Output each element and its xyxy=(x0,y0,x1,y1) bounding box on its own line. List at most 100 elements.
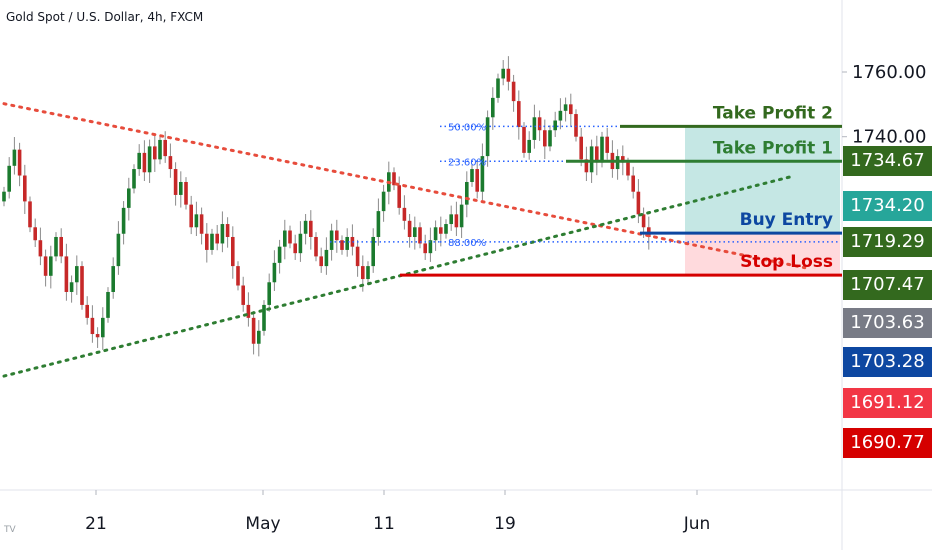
loss-zone xyxy=(685,233,840,276)
candle-body xyxy=(595,146,599,163)
candle-body xyxy=(459,204,464,228)
candle-body xyxy=(33,227,37,241)
candle-body xyxy=(309,220,313,237)
fib-level-label: 88.00% xyxy=(448,238,486,249)
candle-body xyxy=(506,68,511,82)
candle-body xyxy=(433,227,438,241)
candle-body xyxy=(444,224,448,234)
candle-body xyxy=(397,185,401,208)
candle-body xyxy=(636,191,641,215)
candle-body xyxy=(537,117,542,131)
candle-body xyxy=(12,149,17,166)
candle-body xyxy=(329,230,334,250)
candle-body xyxy=(621,156,625,163)
candle-body xyxy=(2,191,6,202)
resistance-trendline[interactable] xyxy=(2,102,807,270)
price-box: 1734.20 xyxy=(843,191,932,221)
x-tick-label: May xyxy=(245,514,280,534)
candle-body xyxy=(75,266,79,283)
candle-body xyxy=(95,334,100,338)
candle-body xyxy=(496,78,500,98)
candle-body xyxy=(558,110,563,121)
candle-body xyxy=(111,266,115,292)
candle-body xyxy=(345,236,349,250)
candle-body xyxy=(210,233,214,250)
candle-body xyxy=(314,236,318,257)
x-tick-label: 21 xyxy=(85,514,107,534)
candle-body xyxy=(127,188,131,208)
candle-body xyxy=(288,230,292,244)
candle-body xyxy=(90,317,95,335)
candle-body xyxy=(381,191,386,212)
candle-body xyxy=(121,207,126,234)
candle-body xyxy=(205,233,209,250)
candle-body xyxy=(480,156,485,192)
candle-body xyxy=(231,236,235,267)
candle-body xyxy=(392,172,396,186)
candle-body xyxy=(428,240,433,254)
candle-body xyxy=(402,207,407,221)
candle-body xyxy=(511,81,516,102)
level-label: Stop Loss xyxy=(740,252,833,272)
candle-body xyxy=(491,97,495,118)
candle-body xyxy=(335,230,339,241)
candle-body xyxy=(168,156,173,170)
candle-body xyxy=(418,227,422,244)
candle-body xyxy=(101,317,105,338)
candle-body xyxy=(49,256,53,276)
candle-body xyxy=(470,169,474,182)
candle-body xyxy=(106,291,110,318)
candle-body xyxy=(293,243,297,254)
price-box: 1703.63 xyxy=(843,308,932,338)
level-label: Take Profit 1 xyxy=(713,138,833,158)
candle-body xyxy=(17,149,22,176)
price-box: 1691.12 xyxy=(843,388,932,418)
candle-body xyxy=(454,214,459,228)
candle-body xyxy=(184,181,188,205)
profit-zone xyxy=(685,126,840,234)
candle-body xyxy=(43,256,48,276)
price-box: 1734.67 xyxy=(843,146,932,176)
candle-body xyxy=(340,240,344,250)
candle-body xyxy=(407,220,412,237)
candle-body xyxy=(361,266,365,280)
support-trendline[interactable] xyxy=(2,175,791,378)
candle-body xyxy=(116,233,121,267)
candle-body xyxy=(220,224,225,244)
candle-body xyxy=(85,304,89,318)
candle-body xyxy=(59,236,63,257)
candle-body xyxy=(376,211,381,237)
candle-body xyxy=(553,120,557,131)
candle-body xyxy=(267,282,271,305)
candle-body xyxy=(7,165,11,192)
candle-body xyxy=(439,227,443,234)
price-box: 1707.47 xyxy=(843,270,932,300)
y-tick-label: 1740.00 xyxy=(852,127,926,148)
candle-body xyxy=(272,262,277,283)
candle-body xyxy=(563,104,568,111)
candle-body xyxy=(28,201,32,228)
candle-body xyxy=(158,139,162,160)
candle-body xyxy=(574,114,578,137)
candle-body xyxy=(298,233,303,254)
candle-body xyxy=(584,159,589,173)
candle-body xyxy=(277,246,282,263)
candle-body xyxy=(246,304,251,318)
x-tick-label: 11 xyxy=(373,514,395,534)
candle-body xyxy=(413,227,417,237)
x-tick-label: 19 xyxy=(494,514,516,534)
candle-body xyxy=(173,169,178,195)
candle-body xyxy=(38,240,43,257)
candle-body xyxy=(579,136,583,160)
candle-body xyxy=(600,136,604,163)
candle-body xyxy=(371,236,375,267)
fib-level-label: 23.60% xyxy=(448,157,486,168)
candle-body xyxy=(194,214,199,228)
candle-body xyxy=(366,266,370,280)
candle-body xyxy=(241,285,245,305)
candle-body xyxy=(132,169,136,189)
chart-title: Gold Spot / U.S. Dollar, 4h, FXCM xyxy=(6,10,204,24)
candle-body xyxy=(179,181,183,195)
